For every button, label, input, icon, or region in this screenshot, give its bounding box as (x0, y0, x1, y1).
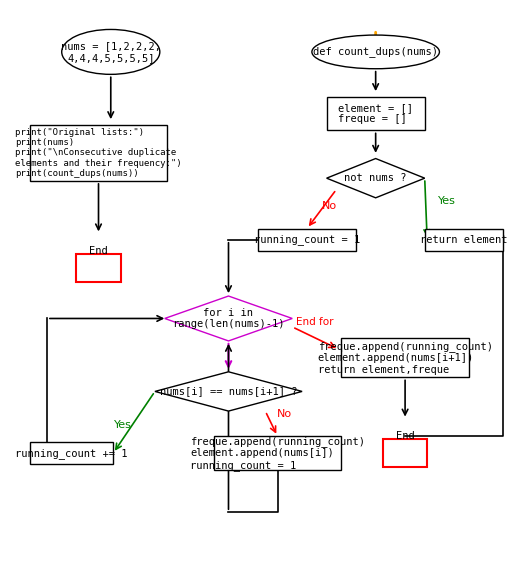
Polygon shape (327, 158, 425, 198)
Text: nums[i] == nums[i+1] ?: nums[i] == nums[i+1] ? (160, 386, 297, 396)
Text: not nums ?: not nums ? (344, 173, 407, 183)
Text: Yes: Yes (438, 196, 456, 206)
Polygon shape (165, 296, 292, 341)
Text: End for: End for (296, 317, 333, 327)
Text: freque.append(running_count)
element.append(nums[i])
running_count = 1: freque.append(running_count) element.app… (190, 435, 365, 471)
Text: No: No (322, 201, 337, 212)
Text: No: No (277, 409, 293, 419)
Text: def count_dups(nums): def count_dups(nums) (313, 46, 438, 58)
FancyBboxPatch shape (77, 254, 121, 282)
Text: End: End (396, 431, 414, 442)
Text: Yes: Yes (114, 420, 132, 430)
FancyBboxPatch shape (383, 439, 427, 467)
FancyBboxPatch shape (30, 125, 167, 181)
Ellipse shape (312, 35, 439, 69)
Text: for i in
range(len(nums)-1): for i in range(len(nums)-1) (172, 308, 285, 329)
Text: End: End (89, 246, 108, 256)
Text: running_count += 1: running_count += 1 (15, 448, 128, 459)
FancyBboxPatch shape (258, 228, 356, 251)
Text: nums = [1,2,2,2,
4,4,4,5,5,5,5]: nums = [1,2,2,2, 4,4,4,5,5,5,5] (61, 41, 161, 63)
FancyBboxPatch shape (341, 338, 469, 377)
FancyBboxPatch shape (425, 228, 503, 251)
Text: return element: return element (420, 235, 508, 245)
FancyBboxPatch shape (214, 437, 341, 470)
Polygon shape (155, 372, 302, 411)
Text: print("Original lists:")
print(nums)
print("\nConsecutive duplicate
elements and: print("Original lists:") print(nums) pri… (15, 127, 182, 178)
Text: element = []
freque = []: element = [] freque = [] (338, 103, 413, 125)
Ellipse shape (62, 29, 160, 74)
FancyBboxPatch shape (30, 442, 113, 464)
Text: freque.append(running_count)
element.append(nums[i+1])
return element,freque: freque.append(running_count) element.app… (318, 341, 493, 375)
Text: running_count = 1: running_count = 1 (254, 235, 360, 245)
FancyBboxPatch shape (327, 97, 425, 130)
